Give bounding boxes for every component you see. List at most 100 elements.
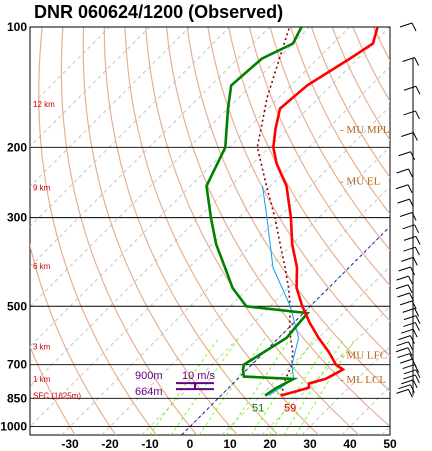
wind-barb-flag <box>414 322 420 331</box>
wind-barb-flag <box>412 379 418 389</box>
wind-barb <box>403 85 417 91</box>
wind-barb <box>399 211 413 217</box>
surface-temperature-label: 59 <box>284 402 296 414</box>
wind-barb-flag <box>415 86 421 95</box>
isotherm-line <box>141 185 390 435</box>
isotherm-line <box>30 27 390 388</box>
isotherm-line <box>30 27 270 268</box>
mixing-ratio-line <box>198 337 266 435</box>
dry-adiabat <box>124 27 320 435</box>
reference-lines <box>181 225 390 435</box>
isotherm-line <box>30 27 350 348</box>
wind-barb-flag <box>407 347 413 357</box>
isotherm-line <box>30 65 390 428</box>
wind-barb <box>395 284 409 290</box>
pressure-tick-label: 200 <box>7 140 27 154</box>
parcel-trace <box>256 27 294 396</box>
wind-barb <box>403 110 416 116</box>
wind-barb <box>401 328 414 334</box>
wind-barb <box>400 358 413 364</box>
wind-barb <box>398 384 411 390</box>
wind-barb <box>401 256 414 262</box>
wind-barb <box>398 335 411 341</box>
pressure-tick-label: 700 <box>7 358 27 372</box>
height-label: 9 km <box>33 183 51 192</box>
wind-barb-flag <box>415 369 421 379</box>
wind-barb-flag <box>407 284 413 293</box>
wind-barb-flag <box>414 364 420 373</box>
dry-adiabat <box>30 345 76 435</box>
temperature-tick-label: 10 <box>223 437 237 451</box>
wind-barb-flag <box>415 110 420 120</box>
pressure-tick-label: 500 <box>7 299 27 313</box>
wind-barb <box>397 198 410 204</box>
height-label: 3 km <box>33 342 51 351</box>
wind-barb <box>398 266 411 272</box>
temperature-tick-label: 50 <box>383 437 397 451</box>
surface-dewpoint-label: 51 <box>252 402 264 414</box>
dry-adiabat <box>82 27 238 435</box>
temperature-tick-label: -10 <box>141 437 159 451</box>
wind-barb-flag <box>414 308 420 317</box>
wind-barb-flag <box>410 335 415 344</box>
temperature-tick-label: 40 <box>343 437 357 451</box>
temperature-tick-label: -20 <box>101 437 119 451</box>
dry-adiabat <box>269 27 390 251</box>
temperature-tick-label: -30 <box>61 437 79 451</box>
wind-barb <box>403 322 416 328</box>
mixing-ratio-line <box>250 337 315 435</box>
chart-title: DNR 060624/1200 (Observed) <box>34 2 283 22</box>
wind-barb <box>403 315 417 321</box>
wind-barb <box>400 379 414 385</box>
mixing-ratio-line <box>226 337 292 435</box>
wind-barb-flag <box>408 275 413 285</box>
sounding-profiles <box>205 27 379 397</box>
wind-barb <box>396 388 409 394</box>
height-label: SFC (1625m) <box>33 391 81 400</box>
height-label: 6 km <box>33 262 51 271</box>
wind-barb <box>403 369 417 375</box>
wind-barb-flag <box>408 341 413 351</box>
wind-barb-flag <box>414 57 420 66</box>
temperature-trace <box>271 27 379 397</box>
wetbulb-trace <box>262 185 300 396</box>
wind-barb <box>398 151 411 157</box>
wind-barb-flag <box>412 132 418 141</box>
dry-adiabat <box>145 27 360 435</box>
wind-barb <box>403 246 416 252</box>
mixing-ratio-line <box>268 337 332 435</box>
pressure-tick-label: 100 <box>7 20 27 34</box>
wind-barb-flag <box>407 389 413 398</box>
wind-barb <box>399 22 413 28</box>
dry-adiabat <box>228 27 390 322</box>
wind-barb-flag <box>414 374 420 384</box>
effective-layer-label: 10 m/s <box>182 370 216 382</box>
level-label: - ML LCL <box>340 374 386 386</box>
mixing-ratio-line <box>295 337 356 435</box>
pressure-tick-label: 1000 <box>0 420 27 434</box>
wind-barbs <box>395 22 421 398</box>
axis-labels: 100 200 300 500 700 850 1000 -30 -20 -10 0 10 20 30 40… <box>0 20 397 451</box>
wind-barb-flag <box>412 328 418 338</box>
annotations: 900m 664m 10 m/s 51 59 <box>135 370 296 414</box>
wind-barb-flag <box>412 257 418 266</box>
level-label: - MU EL <box>340 175 381 187</box>
wind-barb <box>401 132 414 138</box>
wind-barb <box>396 168 409 174</box>
wind-barb <box>396 275 409 281</box>
isotherm-line <box>30 27 310 308</box>
zero-isotherm-line <box>181 225 390 435</box>
wind-barb <box>395 184 409 190</box>
isotherm-line <box>101 145 390 435</box>
dry-adiabat <box>248 27 390 287</box>
wind-barb-flag <box>411 22 417 32</box>
dewpoint-trace <box>205 27 311 397</box>
wind-barb-flag <box>408 168 413 178</box>
temperature-tick-label: 30 <box>303 437 317 451</box>
wind-barb-flag <box>414 224 420 234</box>
wind-barb-flag <box>414 246 420 256</box>
temperature-tick-label: 0 <box>187 437 194 451</box>
wind-barb <box>403 235 417 241</box>
plot-frame <box>29 26 391 436</box>
